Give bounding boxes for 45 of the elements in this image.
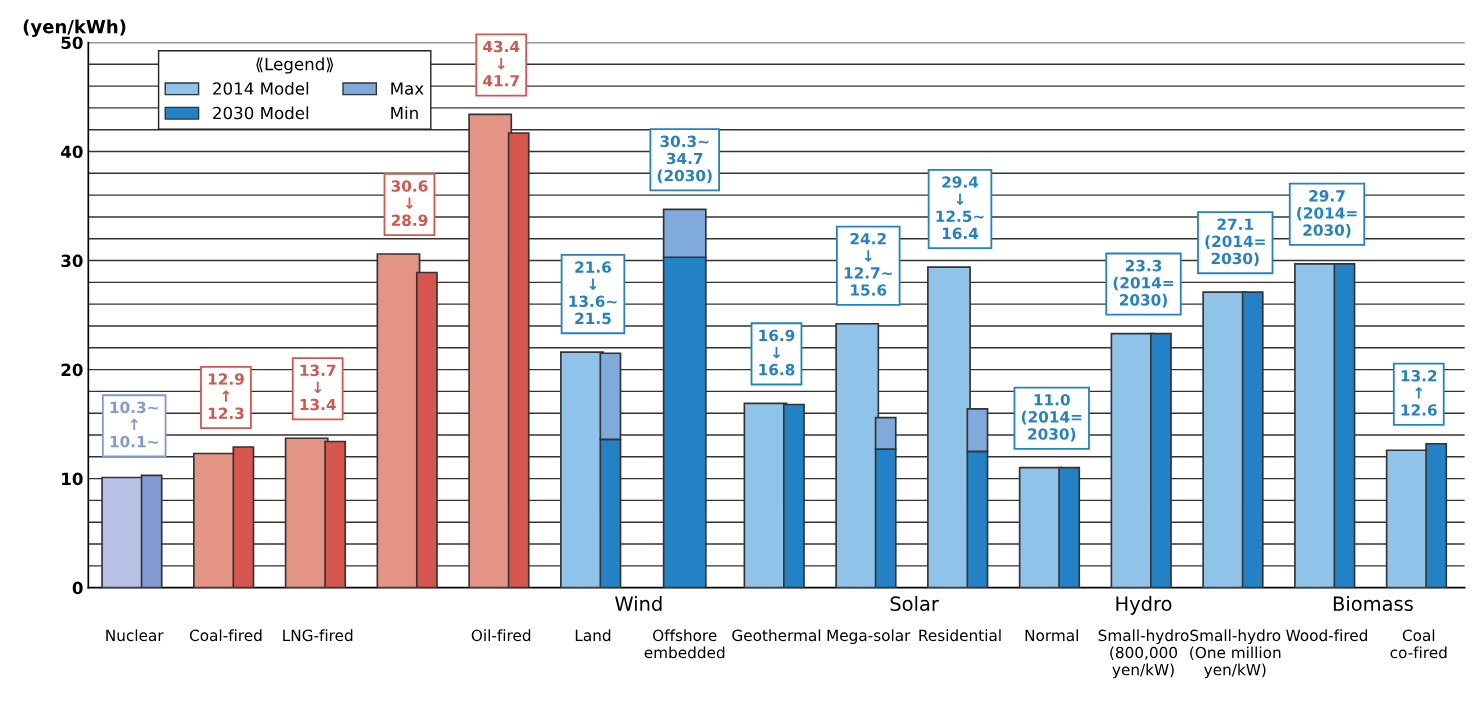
x-tick-label: Mega-solar <box>827 629 911 645</box>
x-tick-label: Geothermal <box>732 629 821 642</box>
data-label: 27.1 (2014= 2030) <box>1205 218 1265 266</box>
y-tick-label: 50 <box>61 36 83 50</box>
x-tick-label: Residential <box>919 629 1001 642</box>
text: Solar <box>890 595 939 612</box>
y-tick-label: 30 <box>61 254 83 268</box>
legend-label: Max <box>391 82 424 95</box>
legend-label: 2030 Model <box>213 106 309 120</box>
data-label: 12.9 ↑ 12.3 <box>208 373 244 420</box>
x-tick-label: Small-hydro (800,000 yen/kW) <box>1098 629 1189 679</box>
annotation: 21.6 ↓ 13.6~ 21.5 <box>569 261 617 325</box>
y-tick-label: 10 <box>62 472 83 486</box>
x-tick-label: Nuclear <box>106 629 164 642</box>
x-tick-label: Oil-fired <box>471 629 531 642</box>
x-tick-label: Land <box>575 629 611 642</box>
data-label: 30.6 ↓ 28.9 <box>391 180 428 227</box>
legend-title: ⟪Legend⟫ <box>256 57 334 74</box>
data-label: 29.7 (2014= 2030) <box>1297 190 1357 238</box>
x-tick-label: Wood-fired <box>1286 629 1367 642</box>
x-tick-label: Normal <box>1025 629 1078 642</box>
data-label: 43.4 ↓ 41.7 <box>483 40 520 87</box>
data-label: 16.9 ↓ 16.8 <box>759 329 795 376</box>
data-label: 11.0 (2014= 2030) <box>1021 393 1082 442</box>
text: Biomass <box>1333 595 1413 612</box>
x-tick-label: LNG-fired <box>283 629 353 642</box>
data-label: 13.7 ↓ 13.4 <box>300 364 336 411</box>
x-tick-label: Coal co-fired <box>1390 629 1447 659</box>
x-tick-label: Small-hydro (One million yen/kW) <box>1190 629 1281 679</box>
y-tick-label: 40 <box>61 145 83 159</box>
annotation: 29.4 ↓ 12.5~ 16.4 <box>936 176 984 240</box>
text: Hydro <box>1116 595 1172 615</box>
annotation: Min <box>391 106 418 120</box>
y-axis-title: (yen/kWh) <box>23 19 126 38</box>
x-tick-label: Coal-fired <box>189 629 262 642</box>
data-label: 23.3 (2014= 2030) <box>1113 259 1174 308</box>
data-label: 13.2 ↑ 12.6 <box>1401 369 1437 416</box>
legend-label: 2014 Model <box>213 81 309 95</box>
y-tick-label: 0 <box>72 581 83 595</box>
y-tick-label: 20 <box>61 363 83 377</box>
annotation: 30.3~ 34.7 (2030) <box>657 135 712 184</box>
text: Wind <box>615 595 662 612</box>
annotation: 24.2 ↓ 12.7~ 15.6 <box>844 232 892 296</box>
x-tick-label: Offshore embedded <box>644 629 725 659</box>
data-label: 10.3~ ↑ 10.1~ <box>110 401 158 448</box>
